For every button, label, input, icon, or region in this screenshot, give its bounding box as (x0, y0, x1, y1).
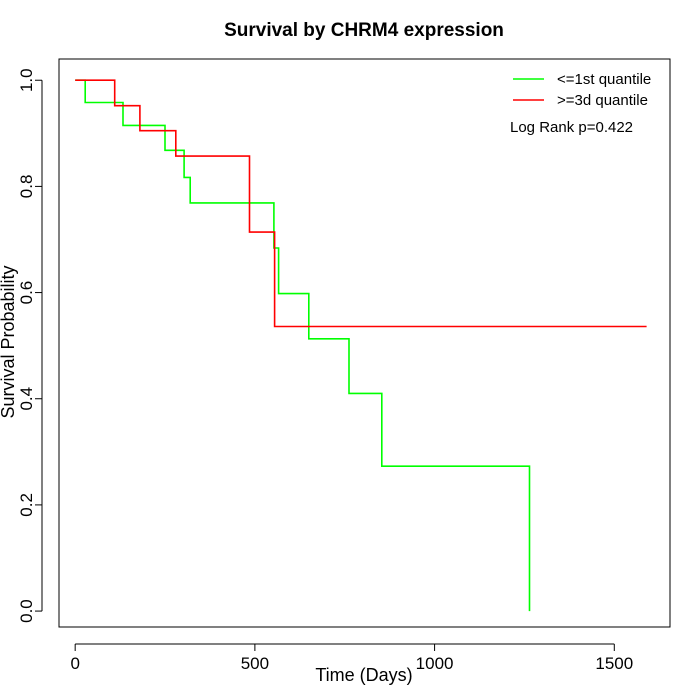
y-tick-label: 1.0 (17, 68, 36, 92)
plot-layer: 0 500 1000 1500 0.0 0.2 0.4 0.6 0.8 1.0 <=1st quan… (17, 58, 671, 673)
y-tick-label: 0.8 (17, 175, 36, 199)
survival-curve-series-1 (75, 79, 531, 612)
plot-frame (58, 58, 671, 628)
y-tick-label: 0.0 (17, 599, 36, 623)
y-tick-label: 0.2 (17, 493, 36, 517)
x-tick-label: 500 (241, 654, 269, 673)
y-tick-label: 0.4 (17, 387, 36, 411)
chart-title: Survival by CHRM4 expression (224, 20, 504, 41)
x-tick-label: 0 (70, 654, 79, 673)
legend-label-1: <=1st quantile (557, 71, 651, 88)
survival-curve-series-2 (75, 79, 647, 328)
x-axis-title: Time (Days) (315, 665, 412, 685)
log-rank-annotation: Log Rank p=0.422 (510, 119, 633, 136)
x-tick-label: 1000 (416, 654, 454, 673)
y-tick-label: 0.6 (17, 281, 36, 305)
x-tick-label: 1500 (595, 654, 633, 673)
legend-label-2: >=3d quantile (557, 92, 648, 109)
y-axis-title: Survival Probability (0, 265, 18, 418)
